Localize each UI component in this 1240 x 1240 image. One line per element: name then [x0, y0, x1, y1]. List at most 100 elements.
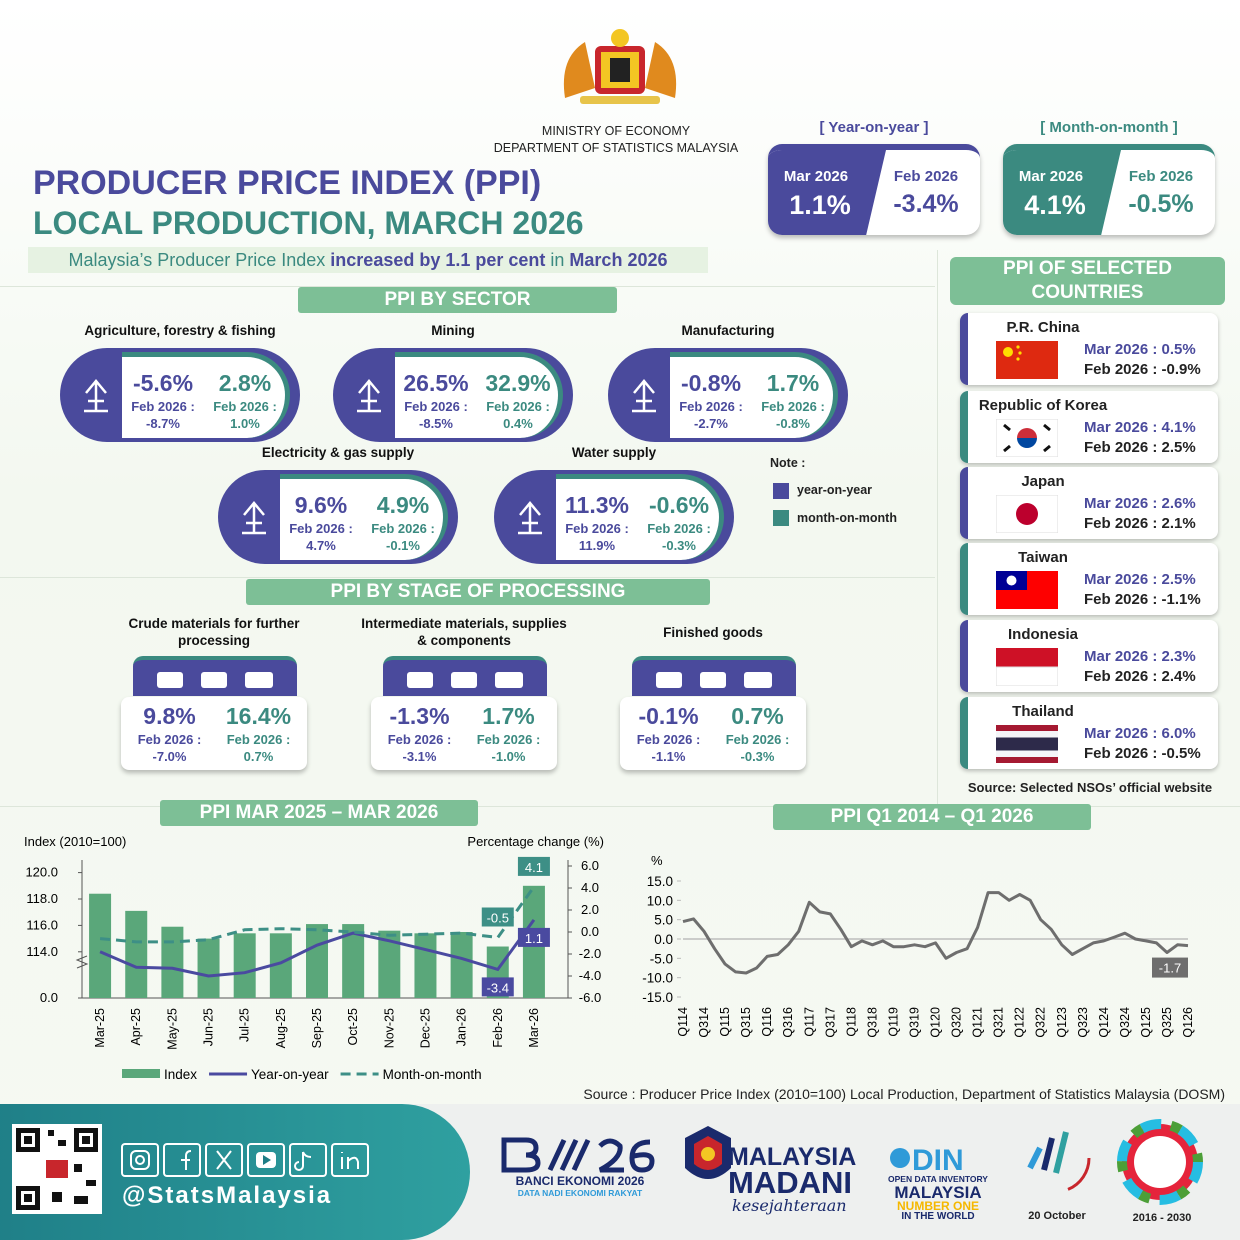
yoy-prev: -2.7%	[694, 416, 728, 431]
country-current: Mar 2026 : 4.1%	[1084, 419, 1196, 436]
yoy-value: -1.3%	[389, 703, 450, 729]
country-previous: Feb 2026 : -0.9%	[1084, 361, 1201, 378]
sector-name: Electricity & gas supply	[261, 445, 415, 460]
country-current: Mar 2026 : 2.5%	[1084, 571, 1196, 588]
country-name: Japan	[1021, 473, 1065, 490]
x-tick-label: Mar-26	[527, 1008, 541, 1048]
data-label-box	[481, 977, 514, 997]
bar	[378, 930, 401, 998]
yoy-value: 9.8%	[143, 703, 196, 729]
bar	[197, 938, 220, 998]
mom-prev: -0.1%	[386, 538, 420, 553]
sector-name: Agriculture, forestry & fishing	[84, 323, 276, 338]
x-tick-label: Q118	[844, 1007, 858, 1037]
mom-value: 1.7%	[766, 370, 820, 396]
stage-header	[383, 656, 547, 696]
x-tick-label: Q126	[1181, 1007, 1195, 1038]
footer-logo-text: MALAYSIA	[728, 1143, 857, 1171]
section-title: PPI BY STAGE OF PROCESSING	[246, 579, 710, 605]
stage-icons	[157, 672, 273, 688]
sector-name: Water supply	[571, 445, 657, 460]
yoy-prev-label: Feb 2026 :	[137, 732, 202, 747]
yoy-prev: 11.9%	[578, 538, 616, 553]
x-tick-label: Q319	[907, 1007, 921, 1038]
section-title: PPI BY SECTOR	[298, 287, 617, 313]
source: Source : Producer Price Index (2010=100)…	[583, 1086, 1225, 1102]
yoy-prev: -3.1%	[402, 749, 437, 764]
stage-icons	[656, 672, 772, 688]
mom-prev-label: Feb 2026 :	[226, 732, 291, 747]
mom-prev: -0.3%	[662, 538, 696, 553]
x-tick-label: Q117	[802, 1007, 816, 1037]
bar	[414, 933, 437, 998]
country-card: P.R. China Mar 2026 : 0.5% Feb 2026 : -0.9…	[960, 313, 1218, 385]
mom-prev-label: Feb 2026 :	[213, 399, 277, 414]
mom-prev-label: Feb 2026 :	[371, 521, 435, 536]
mom-prev-label: Feb 2026 :	[725, 732, 790, 747]
headline-label: [ Year-on-year ]	[819, 119, 929, 136]
x-tick-label: Q122	[1013, 1007, 1027, 1038]
x-tick-label: Q325	[1160, 1007, 1174, 1038]
footer-logo-text: DATA NADI EKONOMI RAKYAT	[517, 1188, 643, 1198]
x-tick-label: Jun-25	[202, 1008, 216, 1046]
chart-title: PPI Q1 2014 – Q1 2026	[773, 804, 1091, 830]
yoy-prev-label: Feb 2026 :	[565, 521, 629, 536]
mom-value: 2.8%	[218, 370, 272, 396]
section-title: PPI OF SELECTED COUNTRIES	[950, 257, 1225, 305]
yoy-prev: -1.1%	[651, 749, 686, 764]
y2-tick-label: -6.0	[579, 990, 601, 1005]
data-label-box	[517, 927, 550, 947]
stage-header	[133, 656, 297, 696]
country-current: Mar 2026 : 0.5%	[1084, 341, 1196, 358]
yoy-prev-label: Feb 2026 :	[387, 732, 452, 747]
bar	[233, 933, 256, 998]
stage-icons	[407, 672, 523, 688]
subtitle: LOCAL PRODUCTION, MARCH 2026	[33, 205, 584, 241]
y-axis-label: Index (2010=100)	[24, 834, 126, 849]
y2-tick-label: 6.0	[581, 858, 599, 873]
x-tick-label: Sep-25	[310, 1008, 324, 1048]
title: PRODUCER PRICE INDEX (PPI)	[33, 164, 542, 202]
x-tick-label: Q124	[1097, 1007, 1111, 1038]
y-tick-label: 10.0	[647, 893, 673, 908]
previous-period: Feb 2026	[893, 168, 959, 185]
sector-name: Mining	[431, 323, 475, 338]
mom-value: 0.7%	[731, 703, 784, 729]
current-value: 4.1%	[1024, 190, 1086, 220]
country-source: Source: Selected NSOs’ official website	[967, 780, 1213, 795]
chart-title: PPI MAR 2025 – MAR 2026	[160, 800, 478, 826]
y-tick-label: 0.0	[40, 990, 58, 1005]
yoy-prev-label: Feb 2026 :	[636, 732, 701, 747]
x-tick-label: Feb-26	[491, 1008, 505, 1048]
summary-part: Malaysia’s Producer Price Index	[68, 250, 331, 270]
x-tick-label: Jan-26	[455, 1008, 469, 1046]
divider	[0, 806, 1240, 807]
sector-card: 26.5% 32.9% Feb 2026 : -8.5% Feb 2026 : 0.4%	[333, 348, 573, 442]
sector-icon	[242, 501, 266, 535]
y-tick-label: -15.0	[642, 990, 673, 1005]
mom-prev-label: Feb 2026 :	[647, 521, 711, 536]
y-tick-label: -5.0	[650, 951, 673, 966]
y2-tick-label: -4.0	[579, 968, 601, 983]
stage-name: Finished goods	[663, 625, 763, 640]
yoy-prev-label: Feb 2026 :	[289, 521, 353, 536]
bar	[89, 893, 112, 998]
x-tick-label: Q125	[1139, 1007, 1153, 1038]
yoy-value: 11.3%	[565, 492, 629, 518]
sector-card: 11.3% -0.6% Feb 2026 : 11.9% Feb 2026 : -0.3%	[494, 470, 734, 564]
mom-prev-label: Feb 2026 :	[761, 399, 825, 414]
x-tick-label: Q314	[697, 1007, 711, 1038]
x-tick-label: Q320	[950, 1007, 964, 1038]
current-period: Mar 2026	[1018, 168, 1084, 185]
x-tick-label: Dec-25	[418, 1008, 432, 1048]
x-tick-label: Q318	[865, 1007, 879, 1038]
headline-current-bg	[768, 150, 886, 235]
footer-logo-text: 20 October	[1028, 1210, 1086, 1222]
country-current: Mar 2026 : 6.0%	[1084, 725, 1196, 742]
data-label-box	[517, 856, 550, 876]
y-tick-label: 116.0	[26, 917, 58, 932]
x-tick-label: Q322	[1034, 1007, 1048, 1038]
x-tick-label: Q114	[676, 1007, 690, 1037]
mom-value: 32.9%	[485, 370, 551, 396]
mom-prev: 1.0%	[230, 416, 260, 431]
